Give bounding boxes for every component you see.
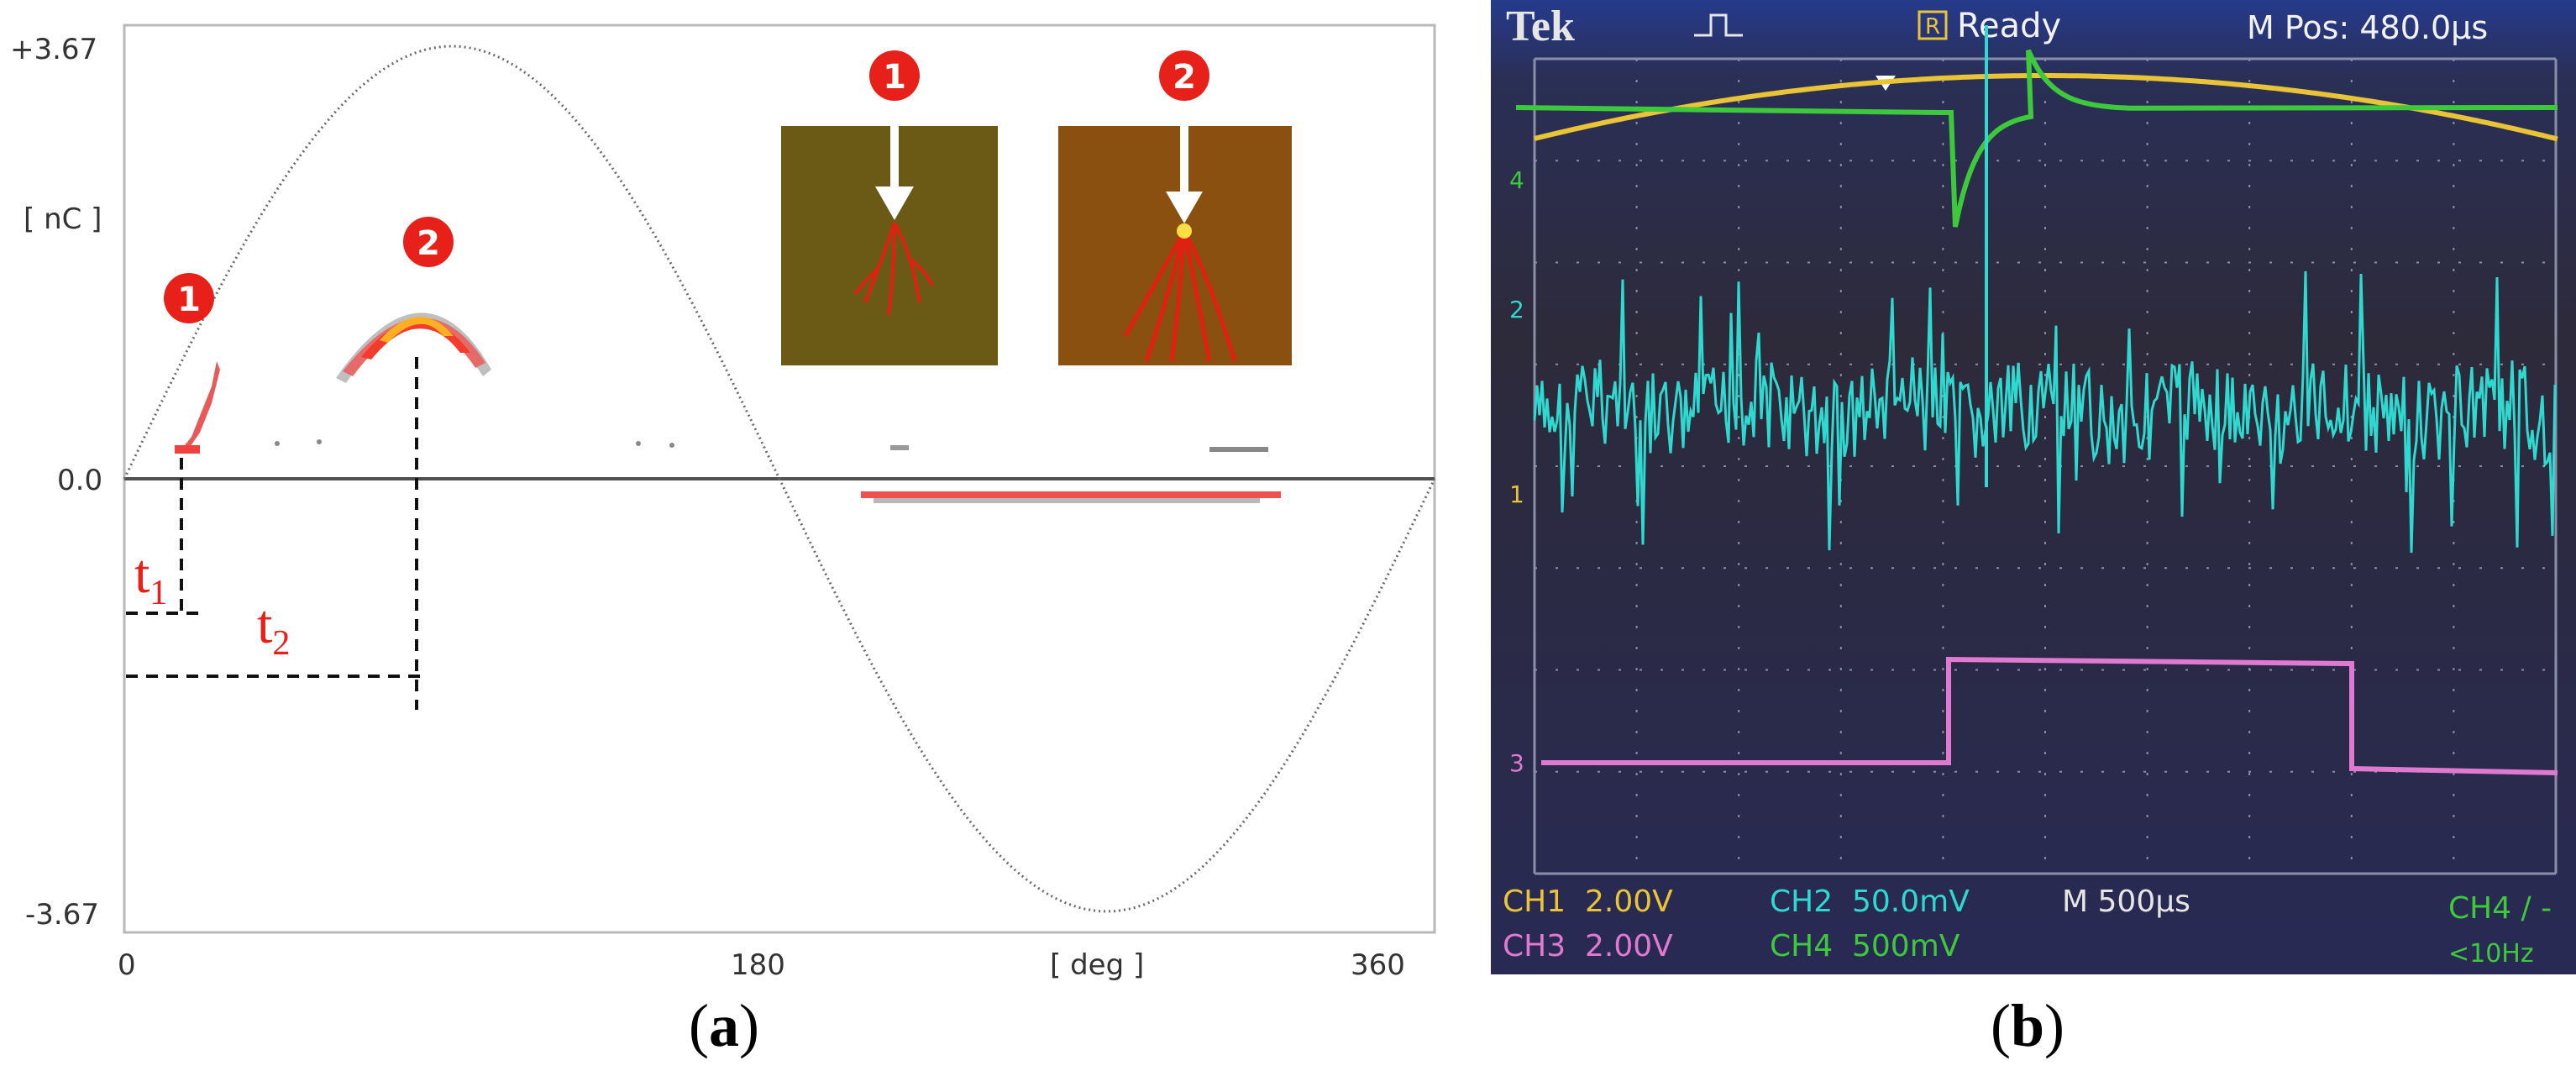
inset-treeing-2: 2 (1058, 50, 1292, 365)
timebase-readout: M 500µs (2062, 885, 2190, 919)
ch2-readout: CH2 50.0mV (1770, 885, 1970, 919)
ch1-trace (1534, 73, 2558, 142)
negative-discharge-band (861, 491, 1281, 503)
phase-resolved-pd-chart: +3.67 0.0 -3.67 [ nC ] 0 180 360 [ deg ]… (10, 24, 1436, 982)
trigger-pulse-icon (1694, 13, 1743, 37)
small-cluster-pos-1 (890, 445, 909, 450)
svg-text:2: 2 (1173, 58, 1196, 97)
status-label: Ready (1957, 7, 2061, 45)
marker-1: 1 (164, 273, 214, 323)
y-tick-zero: 0.0 (57, 464, 102, 497)
svg-text:1: 1 (177, 281, 201, 319)
oscilloscope-screenshot: Tek R Ready M Pos: 480.0µs 4 2 1 3 CH1 2… (1491, 0, 2576, 974)
ch1-readout: CH1 2.00V (1503, 885, 1673, 919)
ch4-trace (1515, 49, 2558, 228)
status-box (1918, 10, 1948, 40)
x-tick-360: 360 (1351, 948, 1405, 982)
y-tick-bottom: -3.67 (25, 898, 99, 932)
scope-graticule (1533, 57, 2558, 875)
ch1-ground-marker: 1 (1509, 480, 1524, 508)
ch3-trace (1541, 656, 2558, 775)
status-box-letter: R (1925, 14, 1940, 39)
caption-a: (a) (689, 992, 759, 1059)
voltage-sine-curve (123, 45, 1436, 913)
marker-2: 2 (403, 217, 454, 267)
x-axis-label: [ deg ] (1050, 948, 1144, 982)
y-axis-label: [ nC ] (24, 202, 102, 236)
x-tick-0: 0 (118, 948, 136, 982)
svg-text:2: 2 (417, 224, 440, 263)
svg-text:1: 1 (883, 58, 906, 97)
t2-label: t2 (257, 594, 290, 663)
small-cluster-pos-2 (1209, 447, 1268, 452)
caption-b: (b) (1991, 992, 2065, 1059)
ch4-ground-marker: 4 (1509, 166, 1524, 194)
ch3-readout: CH3 2.00V (1503, 929, 1673, 963)
y-tick-top: +3.67 (10, 33, 97, 66)
brand-label: Tek (1506, 3, 1575, 50)
trigger-readout: CH4 ∕ - (2448, 891, 2552, 926)
time-guides (126, 357, 428, 710)
scope-screen-bg (1491, 0, 2576, 974)
discharge-1-cloud (175, 361, 674, 454)
inset-treeing-1: 1 (781, 50, 998, 365)
x-tick-180: 180 (731, 948, 785, 982)
ch2-ground-marker: 2 (1509, 296, 1524, 323)
t1-label: t1 (134, 543, 167, 612)
frequency-readout: <10Hz (2448, 939, 2534, 969)
mpos-label: M Pos: 480.0µs (2247, 9, 2488, 46)
ch2-trace (1533, 270, 2557, 554)
discharge-2-cloud (336, 312, 491, 383)
ch3-ground-marker: 3 (1509, 749, 1524, 777)
ch4-readout: CH4 500mV (1770, 929, 1960, 963)
